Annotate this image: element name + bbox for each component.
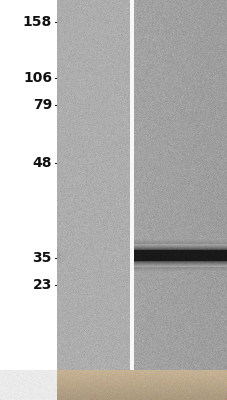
Text: 35: 35 — [32, 251, 52, 265]
Text: 48: 48 — [32, 156, 52, 170]
Text: 106: 106 — [23, 71, 52, 85]
Text: 79: 79 — [33, 98, 52, 112]
Text: 23: 23 — [32, 278, 52, 292]
Text: 158: 158 — [23, 15, 52, 29]
